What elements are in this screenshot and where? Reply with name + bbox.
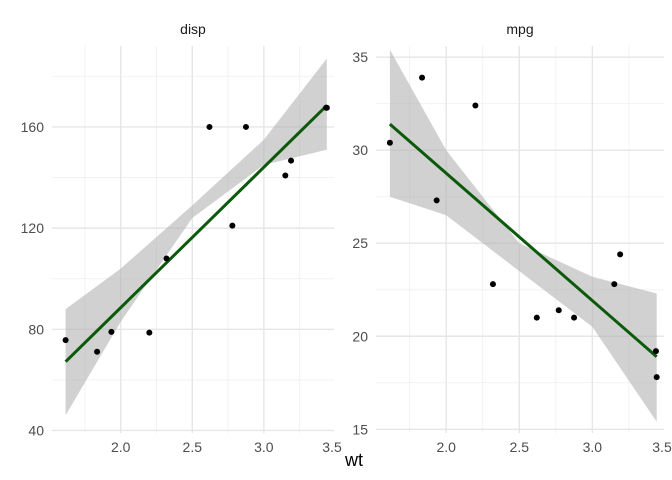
y-tick-label: 30 [352,142,368,158]
data-point [323,104,330,111]
x-tick-label: 3.0 [254,439,274,455]
data-point [288,157,295,164]
data-point [472,102,479,109]
data-point [163,255,170,262]
data-point [206,123,213,130]
data-point [229,222,236,229]
x-tick-label: 2.5 [510,439,530,455]
x-tick-label: 3.0 [583,439,603,455]
y-tick-label: 120 [21,220,45,236]
regression-line [64,104,328,363]
data-point [555,307,562,314]
data-point [617,251,624,258]
x-tick-label: 2.0 [436,439,456,455]
x-tick-label: 3.5 [322,439,342,455]
data-point [419,74,426,81]
facet-disp: disp 2.0 2.5 3.0 3.5 40 80 120 160 [21,21,342,455]
y-tick-label: 20 [352,328,368,344]
facet-mpg: mpg 2.0 2.5 3.0 3.5 15 20 25 30 35 [352,21,672,455]
strip-label: disp [180,21,206,37]
data-point [653,374,660,381]
data-point [94,348,101,355]
y-tick-label: 80 [28,321,44,337]
data-point [386,139,393,146]
y-tick-label: 40 [28,422,44,438]
x-tick-label: 2.0 [111,439,131,455]
y-tick-label: 25 [352,235,368,251]
confidence-ribbon [65,58,327,416]
data-point [489,281,496,288]
confidence-ribbon [389,49,657,422]
data-point [62,337,69,344]
y-tick-label: 35 [352,49,368,65]
x-tick-label: 3.5 [652,439,672,455]
data-point [242,123,249,130]
data-point [652,348,659,355]
data-point [571,314,578,321]
x-tick-label: 2.5 [183,439,203,455]
data-point [108,328,115,335]
facets: disp 2.0 2.5 3.0 3.5 40 80 120 160 mpg 2.0 2.5 3.0 3.… [21,21,672,455]
y-tick-label: 160 [21,119,45,135]
y-tick-label: 15 [352,421,368,437]
data-point [611,281,618,288]
data-point [433,197,440,204]
data-point [533,314,540,321]
data-point [146,329,153,336]
regression-line [388,123,658,358]
strip-label: mpg [506,21,533,37]
x-axis-title: wt [344,450,363,470]
data-point [282,172,289,179]
